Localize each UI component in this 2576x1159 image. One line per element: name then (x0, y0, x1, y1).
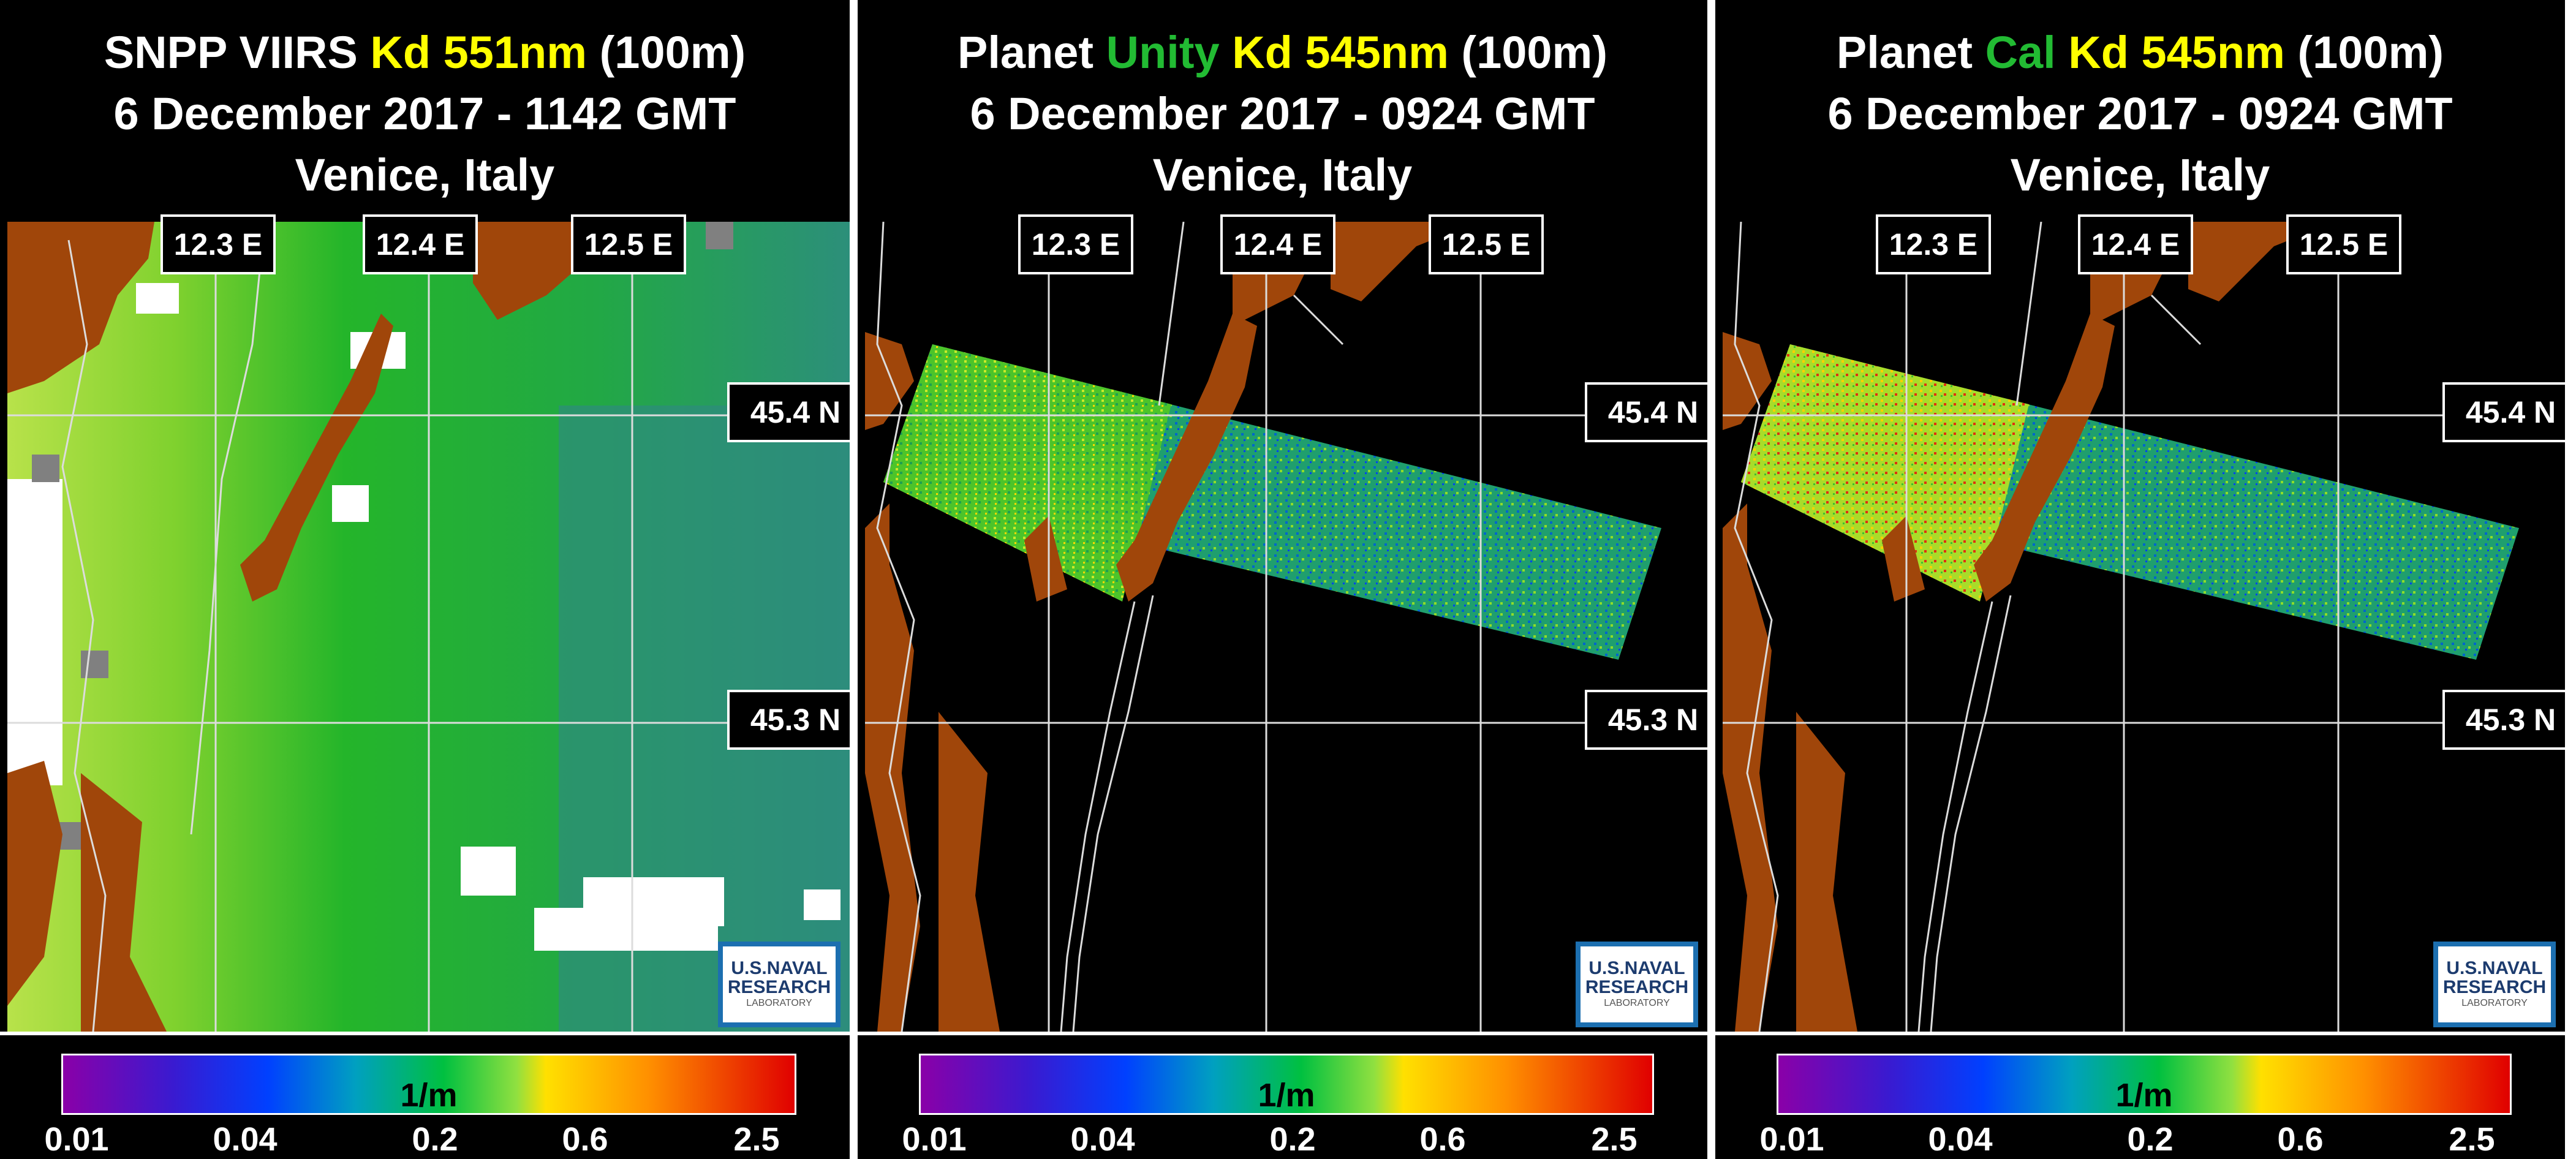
map-image (865, 222, 1707, 1032)
logo-line-1: U.S.NAVAL (731, 958, 828, 978)
title-line-1: SNPP VIIRS Kd 551nm (100m) (0, 22, 850, 83)
title-sensor: Planet (958, 27, 1106, 78)
logo-line-1: U.S.NAVAL (2446, 958, 2543, 978)
panel-title: Planet Cal Kd 545nm (100m) 6 December 20… (1715, 0, 2565, 222)
colorbar-tick: 0.2 (412, 1121, 458, 1158)
colorbar-tick: 0.2 (2127, 1121, 2174, 1158)
lat-label-45.4: 45.4 N (1585, 382, 1707, 442)
colorbar-tick: 0.01 (1759, 1121, 1824, 1158)
coastline (1734, 222, 2202, 1032)
nrl-logo: U.S.NAVAL RESEARCH LABORATORY (1576, 942, 1698, 1027)
panel-viirs: SNPP VIIRS Kd 551nm (100m) 6 December 20… (0, 0, 850, 1159)
coastline (61, 240, 107, 1032)
kd-swath-lagoon (883, 344, 1171, 602)
title-resolution: (100m) (587, 27, 746, 78)
lon-label-12.3: 12.3 E (161, 214, 276, 274)
title-method: Cal (1985, 27, 2056, 78)
colorbar-tick: 0.01 (44, 1121, 109, 1158)
lat-label-45.3: 45.3 N (1585, 690, 1707, 750)
colorbar-tick: 0.04 (1070, 1121, 1135, 1158)
lon-label-12.5: 12.5 E (571, 214, 686, 274)
lon-label-12.5: 12.5 E (2286, 214, 2401, 274)
lat-label-45.3: 45.3 N (2442, 690, 2565, 750)
title-line-1: Planet Unity Kd 545nm (100m) (858, 22, 1707, 83)
colorbar: 1/m (61, 1054, 796, 1115)
title-location: Venice, Italy (2010, 149, 2270, 200)
title-method: Unity (1106, 27, 1220, 78)
nrl-logo: U.S.NAVAL RESEARCH LABORATORY (718, 942, 840, 1027)
lon-label-12.4: 12.4 E (363, 214, 478, 274)
kd-swath-lagoon (1741, 344, 2029, 602)
title-resolution: (100m) (1448, 27, 1607, 78)
colorbar-tick: 2.5 (2449, 1121, 2495, 1158)
colorbar-area: 1/m 0.01 0.04 0.2 0.6 2.5 (1715, 1032, 2565, 1159)
logo-line-3: LABORATORY (1604, 998, 1670, 1008)
colorbar-unit: 1/m (400, 1077, 458, 1114)
colorbar-tick: 0.6 (562, 1121, 608, 1158)
colorbar-unit: 1/m (2115, 1077, 2173, 1114)
lon-label-12.3: 12.3 E (1018, 214, 1133, 274)
colorbar-area: 1/m 0.01 0.04 0.2 0.6 2.5 (0, 1032, 850, 1159)
title-product: Kd 545nm (2055, 27, 2285, 78)
colorbar-unit: 1/m (1258, 1077, 1315, 1114)
colorbar-tick: 0.04 (1928, 1121, 1993, 1158)
panel-title: Planet Unity Kd 545nm (100m) 6 December … (858, 0, 1707, 222)
coastline (876, 222, 1344, 1032)
lon-label-12.4: 12.4 E (1220, 214, 1335, 274)
panel-title: SNPP VIIRS Kd 551nm (100m) 6 December 20… (0, 0, 850, 222)
title-date: 6 December 2017 - 0924 GMT (1827, 88, 2453, 139)
colorbar-tick: 2.5 (1591, 1121, 1637, 1158)
logo-line-2: RESEARCH (727, 977, 831, 997)
nrl-logo: U.S.NAVAL RESEARCH LABORATORY (2433, 942, 2556, 1027)
lido-coastline (190, 222, 266, 835)
title-location: Venice, Italy (295, 149, 555, 200)
panel-planet-unity: Planet Unity Kd 545nm (100m) 6 December … (858, 0, 1707, 1159)
title-line-1: Planet Cal Kd 545nm (100m) (1715, 22, 2565, 83)
colorbar-tick: 0.2 (1269, 1121, 1316, 1158)
title-resolution: (100m) (2284, 27, 2444, 78)
colorbar: 1/m (919, 1054, 1654, 1115)
title-date: 6 December 2017 - 0924 GMT (970, 88, 1595, 139)
colorbar-tick: 0.6 (2277, 1121, 2324, 1158)
colorbar: 1/m (1777, 1054, 2512, 1115)
colorbar-tick: 2.5 (733, 1121, 780, 1158)
lat-label-45.3: 45.3 N (727, 690, 850, 750)
lat-label-45.4: 45.4 N (2442, 382, 2565, 442)
title-date: 6 December 2017 - 1142 GMT (113, 88, 736, 139)
title-sensor: Planet (1836, 27, 1985, 78)
lon-label-12.5: 12.5 E (1429, 214, 1544, 274)
map-image (1723, 222, 2565, 1032)
graticule (7, 222, 850, 1032)
graticule (1723, 222, 2565, 1032)
logo-line-2: RESEARCH (2442, 977, 2547, 997)
logo-line-3: LABORATORY (2461, 998, 2528, 1008)
map-view[interactable]: 12.3 E 12.4 E 12.5 E 45.4 N 45.3 N U.S.N… (865, 214, 1707, 1032)
map-view[interactable]: 12.3 E 12.4 E 12.5 E 45.4 N 45.3 N U.S.N… (1723, 214, 2565, 1032)
map-view[interactable]: 12.3 E 12.4 E 12.5 E 45.4 N 45.3 N U.S.N… (7, 214, 850, 1032)
colorbar-tick: 0.6 (1419, 1121, 1466, 1158)
title-product: Kd 551nm (370, 27, 587, 78)
logo-line-3: LABORATORY (746, 998, 812, 1008)
lon-label-12.4: 12.4 E (2078, 214, 2193, 274)
colorbar-tick: 0.01 (902, 1121, 967, 1158)
colorbar-area: 1/m 0.01 0.04 0.2 0.6 2.5 (858, 1032, 1707, 1159)
panel-planet-cal: Planet Cal Kd 545nm (100m) 6 December 20… (1715, 0, 2565, 1159)
land (865, 222, 1478, 1032)
title-sensor: SNPP VIIRS (104, 27, 371, 78)
logo-line-2: RESEARCH (1585, 977, 1689, 997)
title-location: Venice, Italy (1152, 149, 1413, 200)
colorbar-tick: 0.04 (213, 1121, 278, 1158)
map-image (7, 222, 850, 1032)
graticule (865, 222, 1707, 1032)
lon-label-12.3: 12.3 E (1876, 214, 1991, 274)
logo-line-1: U.S.NAVAL (1588, 958, 1685, 978)
title-product: Kd 545nm (1219, 27, 1449, 78)
lat-label-45.4: 45.4 N (727, 382, 850, 442)
